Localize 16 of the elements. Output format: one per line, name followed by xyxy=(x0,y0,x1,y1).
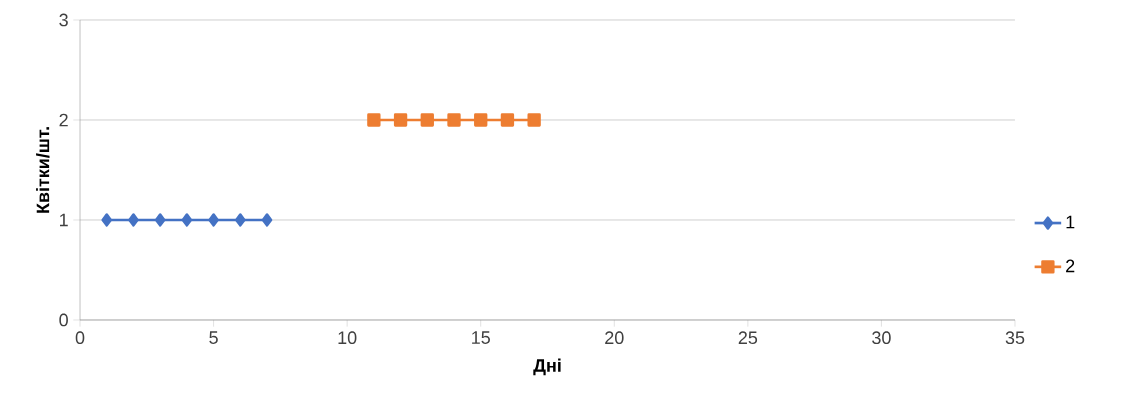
x-tick-label: 35 xyxy=(1005,331,1025,345)
legend-label: 2 xyxy=(1066,259,1075,273)
y-tick-label: 3 xyxy=(59,13,68,27)
y-tick-label: 2 xyxy=(59,113,68,127)
x-tick-label: 25 xyxy=(738,331,758,345)
x-tick-label: 20 xyxy=(605,331,624,345)
x-tick-label: 10 xyxy=(338,331,357,345)
legend-label: 1 xyxy=(1066,215,1075,229)
y-tick-label: 1 xyxy=(60,213,68,227)
x-tick-label: 30 xyxy=(872,331,891,345)
x-tick-label: 0 xyxy=(75,331,85,345)
x-tick-label: 5 xyxy=(209,331,218,344)
y-axis-title: Квітки/шт. xyxy=(36,127,50,213)
x-axis-title: Дні xyxy=(533,358,561,376)
x-tick-label: 15 xyxy=(472,331,490,344)
y-tick-label: 0 xyxy=(59,313,68,327)
